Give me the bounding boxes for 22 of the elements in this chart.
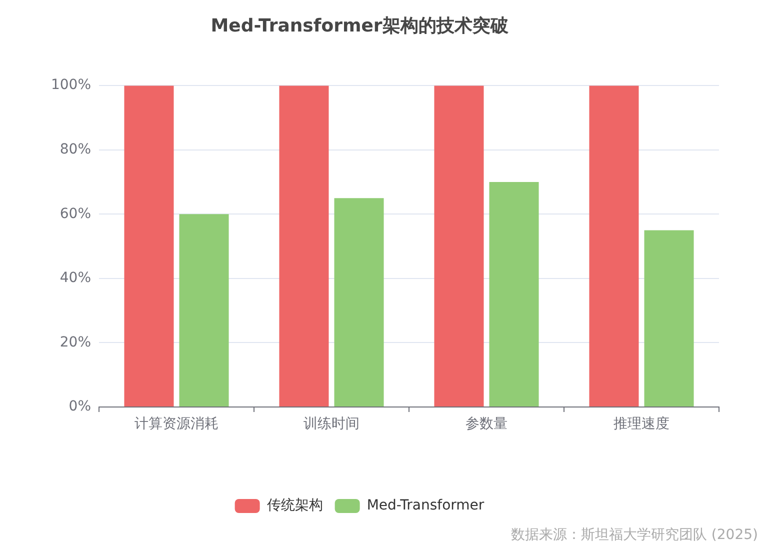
bar (279, 86, 329, 406)
bar (589, 86, 639, 406)
bar (124, 86, 174, 406)
chart-title: Med-Transformer架构的技术突破 (210, 15, 510, 36)
source-note: 数据来源：斯坦福大学研究团队 (2025) (510, 527, 758, 543)
x-tick-label: 推理速度 (614, 416, 670, 432)
bar (489, 182, 539, 406)
legend-label: 传统架构 (266, 498, 323, 514)
bar (334, 198, 384, 406)
x-tick-label: 训练时间 (304, 416, 360, 432)
y-tick-label: 20% (60, 334, 91, 350)
bar (179, 214, 229, 406)
y-tick-label: 0% (68, 398, 91, 415)
x-tick-label: 参数量 (466, 416, 508, 432)
y-tick-label: 40% (60, 270, 91, 286)
x-tick-label: 计算资源消耗 (134, 416, 218, 432)
y-tick-label: 60% (60, 206, 91, 222)
bar (434, 86, 484, 406)
legend-label: Med-Transformer (366, 498, 484, 514)
y-tick-label: 80% (60, 142, 91, 158)
y-tick-label: 100% (50, 77, 91, 94)
bar (644, 230, 694, 406)
